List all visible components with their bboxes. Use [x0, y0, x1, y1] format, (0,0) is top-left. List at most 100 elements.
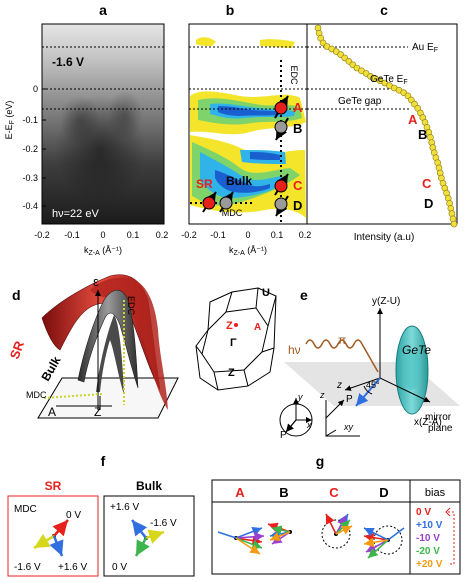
plane-label: plane: [428, 423, 453, 434]
inset-P1-label: P: [280, 430, 287, 441]
panel-label-a: a: [99, 2, 107, 18]
panel-e: e U Z A Γ Z GeTe y(Z-U) x(Z-A) z 45°: [195, 287, 460, 441]
label-D: D: [293, 198, 302, 213]
mdc-label: MDC: [222, 208, 243, 218]
pi-label: π: [338, 333, 346, 347]
bias-minus10: -10 V: [416, 533, 440, 544]
panel-label-e: e: [300, 287, 308, 303]
bulk-label: Bulk: [226, 174, 252, 188]
bz-Z-point: [234, 323, 238, 327]
g-bias-title: bias: [425, 487, 446, 499]
edc-spectrum-line: [316, 27, 456, 225]
x-tick: 0: [100, 230, 105, 240]
panel-c-frame: [306, 23, 458, 225]
x-ticks-b: -0.2 -0.1 0 0.1 0.2: [181, 230, 311, 240]
panel-label-d: d: [12, 287, 21, 303]
panel-label-c: c: [380, 2, 388, 18]
angle-label: 45°: [366, 380, 380, 390]
panel-label-f: f: [101, 453, 106, 469]
panel-label-b: b: [226, 2, 235, 18]
bulk-arrow-minus: [145, 529, 165, 544]
g-arrows-D: [363, 525, 405, 559]
x-ticks-a: -0.2 -0.1 0 0.1 0.2: [34, 230, 168, 240]
bulk-arrow-plus: [131, 519, 148, 539]
bz-A-label: A: [254, 322, 261, 333]
sr-label-minus: -1.6 V: [14, 562, 41, 573]
x-axis-label: x(Z-A): [414, 417, 442, 428]
panel-c: c Au EF GeTe EF GeTe gap A B C D Intensi…: [306, 2, 458, 243]
y-tick: -0.1: [22, 115, 38, 125]
sr-label: SR: [196, 177, 213, 191]
point-C-marker: [274, 179, 288, 193]
g-col-C: C: [329, 485, 339, 500]
inset-xy-label: xy: [343, 422, 354, 432]
gete-label: GeTe: [402, 343, 431, 357]
y-tick: -0.2: [22, 144, 38, 154]
d-mdc-label: MDC: [26, 390, 47, 400]
bulk-arrow-0V: [134, 537, 150, 557]
g-arrows-B: [267, 522, 292, 545]
panel-f: f SR MDC 0 V -1.6 V +1.6 V Bulk +1.6 V -…: [7, 453, 195, 577]
gete-ef-label: GeTe EF: [370, 74, 408, 86]
c-label-A: A: [408, 112, 418, 127]
bias-plus20: +20 V: [416, 559, 443, 570]
inset-y-label: y: [297, 392, 303, 402]
d-edc-label: EDC: [126, 296, 136, 316]
point-B-marker: [274, 120, 288, 134]
f-mdc-label: MDC: [14, 504, 37, 515]
spin-points: [202, 95, 289, 217]
bulk-band-surface: [77, 289, 139, 389]
au-ef-label: Au EF: [412, 42, 438, 54]
bulk-label-plus: +1.6 V: [110, 502, 140, 513]
mirror-label: mirror: [425, 412, 452, 423]
bias-0V: 0 V: [416, 507, 431, 518]
y-tick: 0: [33, 84, 38, 94]
bulk-label-0V: 0 V: [112, 562, 127, 573]
panel-d: d ε EDC MDC SR Bulk A Z: [7, 274, 179, 419]
bulk-label-minus: -1.6 V: [150, 518, 177, 529]
x-tick: 0.2: [156, 230, 169, 240]
k-plane: [37, 377, 179, 419]
gete-gap-label: GeTe gap: [338, 96, 382, 107]
label-B: B: [293, 121, 302, 136]
x-tick: -0.2: [181, 230, 197, 240]
z-axis-label: z: [336, 380, 342, 391]
edc-point: [450, 220, 458, 228]
bias-label: -1.6 V: [52, 55, 84, 69]
epsilon-label: ε: [93, 274, 99, 289]
bulk-box: [103, 495, 195, 577]
x-tick: -0.2: [34, 230, 50, 240]
f-sr-title: SR: [45, 479, 62, 493]
c-label-D: D: [424, 196, 433, 211]
x-tick: 0.1: [271, 230, 284, 240]
bz-gamma-label: Γ: [230, 337, 237, 349]
sr-arrow-minus: [33, 533, 55, 550]
point-A-marker: [274, 101, 288, 115]
x-tick: -0.1: [210, 230, 226, 240]
x-axis-title-a: kZ-A (Å⁻¹): [84, 245, 122, 257]
g-arrows-C: [321, 513, 353, 549]
inset-z-label: z: [319, 390, 325, 400]
y-tick: -0.3: [22, 173, 38, 183]
point-D-marker: [274, 197, 288, 211]
d-A-label: A: [48, 405, 56, 419]
y-axis-label: y(Z-U): [372, 296, 400, 307]
hv-label: hν: [288, 343, 301, 357]
bias-sequence-bracket: [448, 511, 455, 565]
bias-plus10: +10 V: [416, 520, 443, 531]
x-tick: -0.1: [64, 230, 80, 240]
g-col-A: A: [235, 485, 245, 500]
sr-arrow-0V: [52, 519, 69, 537]
x-tick: 0: [245, 230, 250, 240]
c-label-B: B: [418, 127, 427, 142]
bz-U-label: U: [262, 287, 270, 299]
intensity-axis-label: Intensity (a.u): [354, 232, 415, 243]
d-sr-label: SR: [7, 338, 27, 361]
photon-wave: [305, 339, 363, 349]
bias-minus20: -20 V: [416, 546, 440, 557]
x-tick: 0.2: [299, 230, 312, 240]
x-axis-title-b: kZ-A (Å⁻¹): [229, 245, 267, 257]
bias-legend: 0 V +10 V -10 V -20 V +20 V: [416, 507, 443, 570]
edc-spectrum-points: [314, 24, 458, 228]
g-col-B: B: [279, 485, 288, 500]
